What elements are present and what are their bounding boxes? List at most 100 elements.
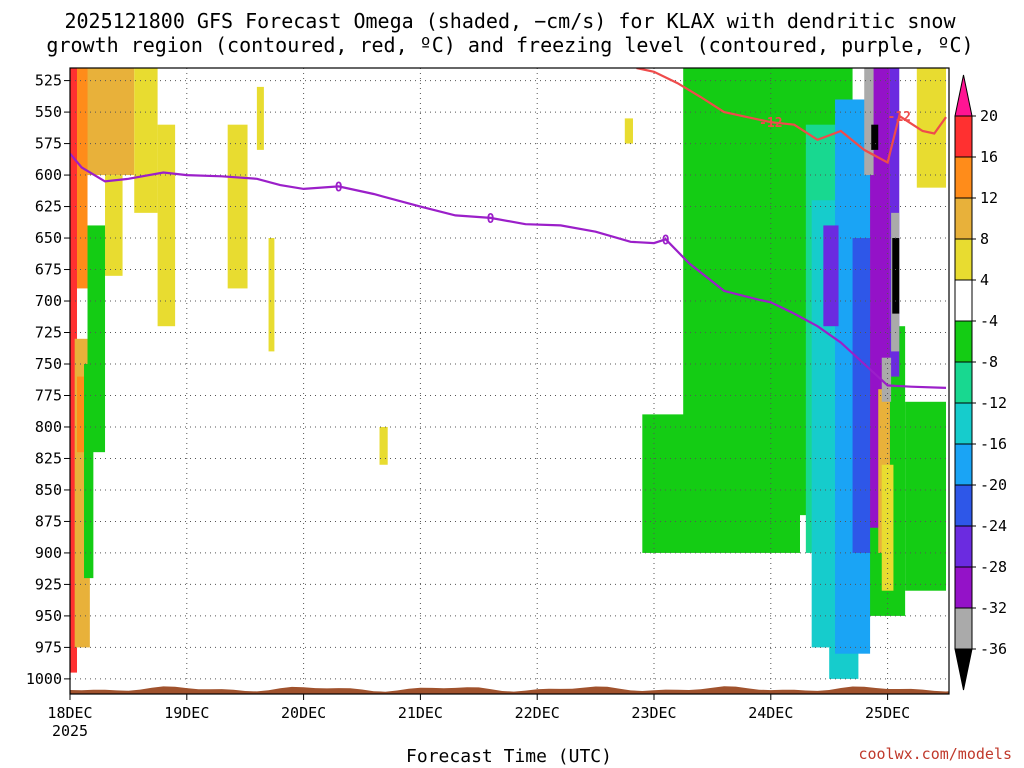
colorbar-swatch bbox=[954, 484, 973, 527]
omega-cell bbox=[77, 376, 85, 453]
y-tick-label: 625 bbox=[35, 198, 62, 216]
colorbar-swatch bbox=[954, 279, 973, 322]
y-tick-label: 1000 bbox=[26, 670, 62, 688]
colorbar-label: -32 bbox=[980, 599, 1007, 617]
omega-cell bbox=[256, 86, 264, 150]
colorbar-swatch bbox=[954, 115, 973, 158]
colorbar-swatch bbox=[954, 197, 973, 240]
terrain-band bbox=[70, 686, 949, 694]
colorbar-label: -8 bbox=[980, 353, 998, 371]
colorbar-label: -12 bbox=[980, 394, 1007, 412]
y-tick-label: 800 bbox=[35, 418, 62, 436]
x-tick-label: 25DEC bbox=[865, 704, 910, 722]
dgz-contour bbox=[636, 68, 947, 165]
plot-frame bbox=[69, 67, 950, 695]
colorbar-label: 4 bbox=[980, 271, 989, 289]
omega-cell bbox=[84, 363, 94, 579]
x-axis-title: Forecast Time (UTC) bbox=[406, 746, 612, 767]
y-tick-label: 925 bbox=[35, 575, 62, 593]
omega-cell bbox=[852, 238, 871, 553]
omega-cell bbox=[379, 426, 388, 465]
omega-cell bbox=[823, 225, 839, 327]
y-tick-label: 750 bbox=[35, 355, 62, 373]
colorbar-swatch bbox=[954, 443, 973, 486]
omega-cell bbox=[77, 68, 88, 289]
colorbar-swatch bbox=[954, 156, 973, 199]
x-tick-label: 19DEC bbox=[164, 704, 209, 722]
contour-label: 0 bbox=[662, 233, 670, 248]
omega-cell bbox=[134, 68, 158, 213]
omega-cell bbox=[642, 414, 800, 553]
colorbar-swatch bbox=[954, 238, 973, 281]
colorbar-label: -16 bbox=[980, 435, 1007, 453]
colorbar-swatch bbox=[954, 320, 973, 363]
contour-label: 0 bbox=[487, 212, 495, 227]
x-tick-label: 21DEC bbox=[398, 704, 443, 722]
omega-cell bbox=[905, 401, 946, 591]
x-tick-label: 20DEC bbox=[281, 704, 326, 722]
colorbar-swatch bbox=[954, 525, 973, 568]
colorbar-swatch bbox=[954, 361, 973, 404]
omega-cell bbox=[70, 68, 78, 673]
omega-cell bbox=[87, 68, 135, 176]
colorbar-label: -20 bbox=[980, 476, 1007, 494]
chart-title-line-1: 2025121800 GFS Forecast Omega (shaded, −… bbox=[64, 9, 956, 33]
colorbar-label: 20 bbox=[980, 107, 998, 125]
colorbar-label: -24 bbox=[980, 517, 1007, 535]
y-tick-label: 825 bbox=[35, 449, 62, 467]
colorbar-label: -28 bbox=[980, 558, 1007, 576]
x-tick-label: 24DEC bbox=[748, 704, 793, 722]
y-tick-label: 525 bbox=[35, 72, 62, 90]
omega-cell bbox=[624, 118, 633, 144]
colorbar-label: -4 bbox=[980, 312, 998, 330]
x-axis-ticks: 18DEC 19DEC 20DEC 21DEC 22DEC 23DEC 24DEC 25DEC bbox=[47, 694, 910, 722]
colorbar-bottom-arrow bbox=[954, 648, 973, 691]
y-tick-label: 975 bbox=[35, 638, 62, 656]
colorbar-label: 12 bbox=[980, 189, 998, 207]
omega-cell bbox=[864, 68, 874, 176]
y-tick-label: 875 bbox=[35, 512, 62, 530]
y-tick-label: 550 bbox=[35, 103, 62, 121]
x-tick-label: 18DEC bbox=[47, 704, 92, 722]
colorbar-swatch bbox=[954, 607, 973, 650]
x-tick-label: 23DEC bbox=[631, 704, 676, 722]
omega-cell bbox=[892, 238, 900, 314]
y-axis-ticks: 525 550 575 600 625 650 675 700 725 750 775 800 825 8… bbox=[26, 72, 70, 688]
y-tick-label: 575 bbox=[35, 135, 62, 153]
y-tick-label: 725 bbox=[35, 324, 62, 342]
colorbar-top-arrow bbox=[954, 74, 973, 117]
y-tick-label: 850 bbox=[35, 481, 62, 499]
omega-shading bbox=[70, 68, 946, 679]
omega-cell bbox=[881, 464, 894, 591]
y-tick-label: 900 bbox=[35, 544, 62, 562]
y-tick-label: 775 bbox=[35, 386, 62, 404]
omega-cell bbox=[157, 124, 176, 327]
y-tick-label: 600 bbox=[35, 166, 62, 184]
colorbar-label: 16 bbox=[980, 148, 998, 166]
colorbar-swatch bbox=[954, 402, 973, 445]
contour-label: 0 bbox=[335, 180, 343, 195]
colorbar-label: -36 bbox=[980, 640, 1007, 658]
y-tick-label: 950 bbox=[35, 607, 62, 625]
omega-cell bbox=[881, 357, 892, 402]
y-tick-label: 675 bbox=[35, 261, 62, 279]
omega-cell bbox=[105, 175, 123, 276]
credit-text: coolwx.com/models bbox=[858, 745, 1012, 763]
contour-label: -12 bbox=[888, 110, 911, 125]
omega-cell bbox=[916, 68, 946, 188]
y-tick-label: 650 bbox=[35, 229, 62, 247]
colorbar: 20 16 12 8 4 -4 -8 -12 -16 -20 -24 -28 -32 -36 bbox=[954, 74, 1007, 691]
colorbar-swatch bbox=[954, 566, 973, 609]
chart-title-line-2: growth region (contoured, red, ºC) and f… bbox=[46, 33, 973, 57]
omega-cell bbox=[227, 124, 248, 289]
freezing-level-contour bbox=[70, 152, 947, 389]
y-tick-label: 700 bbox=[35, 292, 62, 310]
x-tick-label: 22DEC bbox=[515, 704, 560, 722]
colorbar-label: 8 bbox=[980, 230, 989, 248]
omega-cell bbox=[871, 124, 879, 150]
x-axis-year-label: 2025 bbox=[52, 722, 88, 740]
contour-label: -12 bbox=[759, 116, 782, 131]
omega-cell bbox=[268, 238, 275, 352]
contour-lines: 0 0 0 -12 -12 bbox=[70, 68, 947, 389]
